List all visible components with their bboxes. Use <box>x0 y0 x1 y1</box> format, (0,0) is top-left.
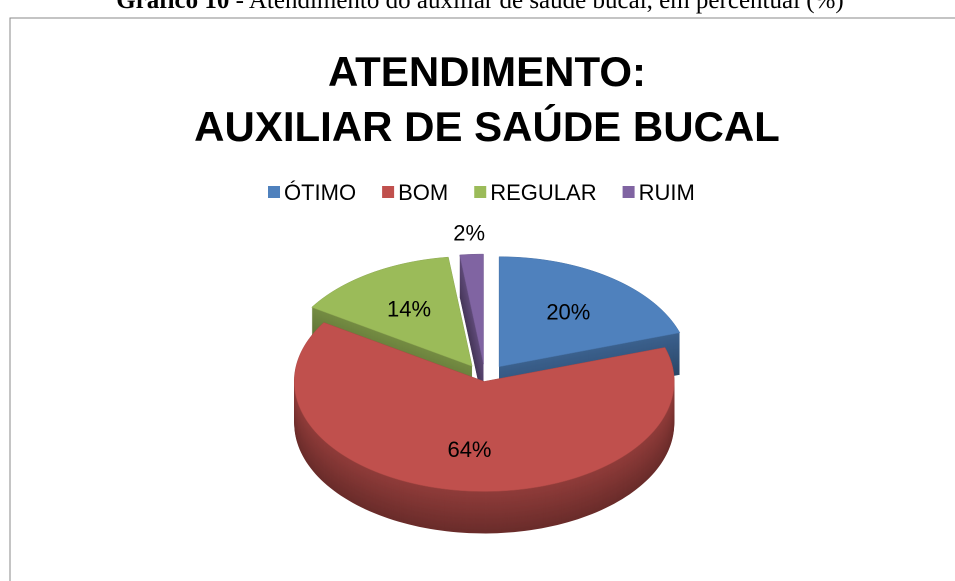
pie-slice-group <box>498 256 681 409</box>
pie-slice <box>459 253 484 365</box>
pie-slice-group <box>293 322 675 534</box>
legend-swatch <box>474 186 487 198</box>
data-label: 20% <box>546 300 590 325</box>
data-label: 64% <box>447 437 491 462</box>
data-label: 2% <box>453 220 485 245</box>
pie-slice <box>311 256 473 367</box>
pie-slice <box>498 256 681 368</box>
caption: Gráfico 10 - Atendimento do auxiliar de … <box>116 0 844 14</box>
pie-slice <box>293 322 675 492</box>
chart-title: ATENDIMENTO: <box>328 48 646 95</box>
chart-title: AUXILIAR DE SAÚDE BUCAL <box>194 102 780 150</box>
legend-label: RUIM <box>639 180 695 205</box>
pie-slice-group <box>459 253 484 407</box>
legend-swatch <box>622 186 635 198</box>
legend-label: ÓTIMO <box>284 180 356 205</box>
legend-label: BOM <box>398 180 448 205</box>
legend-swatch <box>268 186 280 198</box>
data-label: 14% <box>387 297 431 322</box>
caption-text: - Atendimento do auxiliar de saúde bucal… <box>236 0 844 14</box>
legend-swatch <box>382 186 395 198</box>
legend-label: REGULAR <box>490 180 596 205</box>
caption-label: Gráfico 10 <box>116 0 229 14</box>
